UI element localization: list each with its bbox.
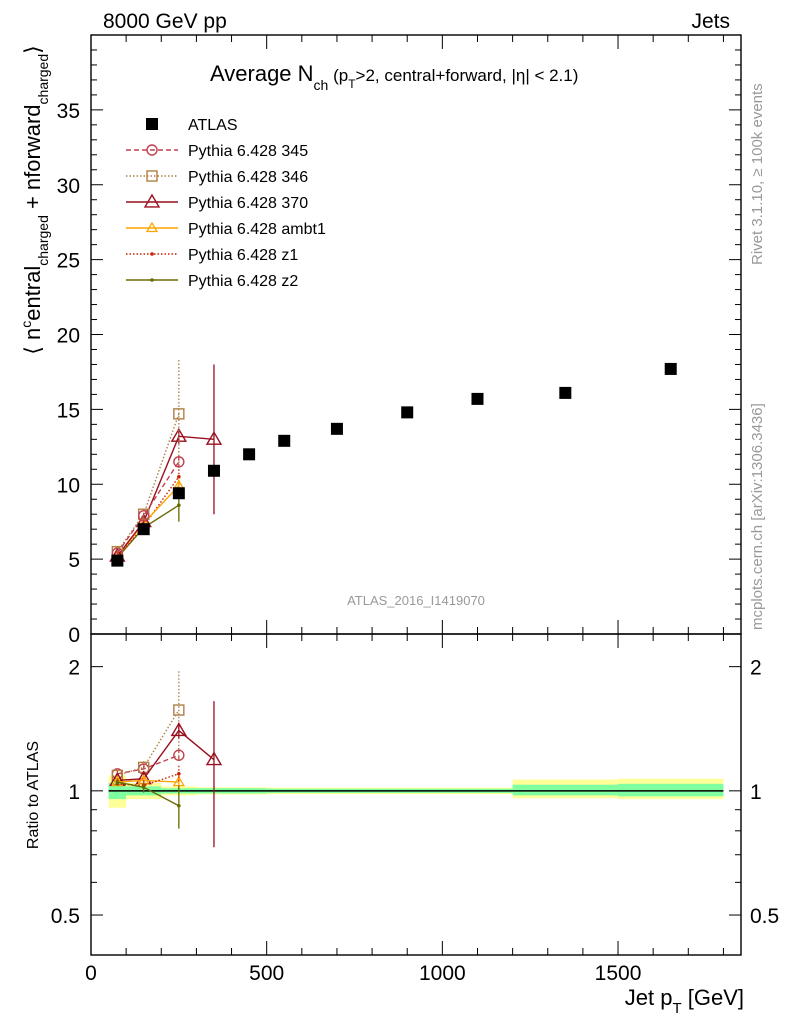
x-tick-label: 0 [85, 962, 97, 985]
ratio-y-axis-label: Ratio to ATLAS [25, 741, 42, 849]
ratio-series-p370 [109, 701, 223, 848]
main-y-tick-label: 35 [57, 100, 80, 123]
legend-label-p346: Pythia 6.428 346 [188, 169, 308, 186]
legend-item-p346: Pythia 6.428 346 [126, 169, 308, 186]
main-y-tick-label: 25 [57, 250, 80, 273]
chart-title: Average Nch (pT>2, central+forward, |η| … [210, 61, 578, 93]
main-line-p345 [116, 461, 180, 554]
main-y-tick-label: 10 [57, 474, 80, 497]
main-series-atlas [111, 362, 677, 567]
main-y-tick-label: 15 [57, 399, 80, 422]
ratio-point-z2 [141, 785, 146, 790]
ratio-y-tick-label: 1 [68, 781, 80, 804]
main-point-z1 [177, 474, 181, 479]
energy-label: 8000 GeV pp [103, 10, 227, 33]
ratio-y-tick-label-right: 2 [750, 657, 762, 680]
legend-label-p370: Pythia 6.428 370 [188, 195, 308, 212]
main-point-atlas [137, 523, 150, 536]
ratio-point-p346 [173, 704, 185, 716]
legend-label-atlas: ATLAS [188, 117, 238, 134]
ratio-series-layer [109, 671, 223, 848]
legend-marker-p345 [146, 144, 158, 156]
main-point-atlas [559, 386, 572, 399]
y-axis-label: ⟨ ncentralcharged + nforwardcharged⟩ [18, 45, 51, 354]
main-point-atlas [207, 464, 220, 477]
ratio-y-tick-label: 0.5 [51, 905, 80, 928]
legend-label-p345: Pythia 6.428 345 [188, 143, 308, 160]
legend-item-z2: Pythia 6.428 z2 [126, 273, 298, 290]
ratio-point-z1 [177, 771, 181, 776]
main-point-atlas [243, 448, 256, 461]
legend-item-ambt1: Pythia 6.428 ambt1 [126, 221, 326, 238]
mcplots-source-label: mcplots.cern.ch [arXiv:1306.3436] [749, 403, 766, 630]
main-point-p345 [138, 509, 150, 522]
ratio-y-tick-label-right: 1 [750, 781, 762, 804]
ratio-point-p370 [170, 722, 188, 737]
x-tick-label: 500 [249, 962, 284, 985]
legend-item-p370: Pythia 6.428 370 [126, 193, 308, 212]
main-line-p370 [116, 435, 215, 557]
legend-label-ambt1: Pythia 6.428 ambt1 [188, 221, 326, 238]
ratio-point-z2 [115, 780, 120, 784]
ratio-uncertainty-bands [108, 775, 724, 808]
main-point-atlas [401, 406, 414, 419]
band-inner [618, 783, 724, 797]
main-point-p346 [173, 408, 185, 420]
main-point-atlas [471, 392, 484, 405]
legend-item-p345: Pythia 6.428 345 [126, 143, 308, 160]
main-point-p370 [205, 430, 223, 445]
band-inner [512, 784, 619, 796]
legend-marker-atlas [146, 118, 158, 130]
ratio-y-tick-label: 2 [68, 657, 80, 680]
main-point-z2 [177, 503, 181, 508]
ratio-point-p345 [173, 749, 185, 761]
x-axis-label: Jet pT [GeV] [625, 985, 744, 1017]
rivet-version-label: Rivet 3.1.10, ≥ 100k events [749, 83, 766, 265]
main-y-tick-label: 20 [57, 325, 80, 348]
legend-item-atlas: ATLAS [146, 117, 238, 134]
legend-label-z1: Pythia 6.428 z1 [188, 247, 298, 264]
ratio-plot-frame [90, 633, 742, 956]
main-point-atlas [330, 422, 343, 435]
main-series-p370 [109, 364, 223, 562]
ratio-series-z2 [115, 778, 181, 829]
main-series-layer [109, 359, 677, 567]
analysis-tag: ATLAS_2016_I1419070 [347, 593, 485, 608]
legend-marker-ambt1 [145, 221, 159, 233]
axes-layer: 0 5 10 15 20 25 30 35 0 500 1000 1500 0.5 0.5 1 1 2 2 [51, 34, 779, 985]
legend: ATLAS Pythia 6.428 345 Pythia 6.428 346 Pyt… [126, 117, 326, 290]
category-label: Jets [691, 10, 730, 33]
x-tick-label: 1000 [419, 962, 466, 985]
main-point-p345 [173, 456, 185, 468]
main-point-atlas [664, 362, 677, 375]
legend-marker-z1 [150, 252, 154, 256]
ratio-y-tick-label-right: 0.5 [750, 905, 779, 928]
ratio-line-p370 [117, 729, 215, 782]
main-point-atlas [278, 434, 291, 447]
legend-item-z1: Pythia 6.428 z1 [126, 247, 298, 264]
ratio-point-p370 [205, 751, 223, 766]
main-y-tick-label: 30 [57, 175, 80, 198]
legend-label-z2: Pythia 6.428 z2 [188, 273, 298, 290]
legend-marker-p346 [146, 170, 158, 182]
x-tick-label: 1500 [595, 962, 642, 985]
main-y-tick-label: 5 [68, 549, 80, 572]
main-y-tick-label: 0 [68, 624, 80, 647]
ratio-series-p346 [111, 671, 185, 782]
legend-marker-z2 [150, 278, 154, 282]
main-point-atlas [111, 554, 124, 567]
main-point-atlas [172, 487, 185, 500]
legend-marker-p370 [143, 193, 161, 208]
main-line-z1 [116, 476, 180, 559]
ratio-point-z2 [177, 803, 181, 808]
